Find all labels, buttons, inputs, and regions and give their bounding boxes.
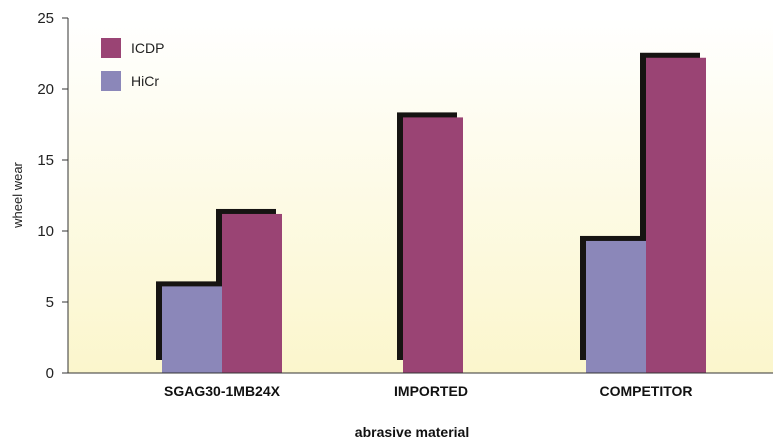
y-tick-label: 25	[37, 10, 54, 27]
legend-swatch-hicr	[101, 71, 121, 91]
y-axis-title: wheel wear	[10, 161, 25, 228]
bar-icdp-2	[646, 57, 706, 373]
y-tick-label: 20	[37, 81, 54, 98]
x-tick-label: COMPETITOR	[599, 383, 692, 399]
legend-label-icdp: ICDP	[131, 40, 164, 56]
legend-label-hicr: HiCr	[131, 73, 159, 89]
bar-hicr-2	[586, 240, 646, 373]
y-tick-label: 0	[46, 365, 54, 382]
legend: ICDP HiCr	[101, 38, 164, 91]
bar-hicr-0	[162, 286, 222, 373]
x-axis-title: abrasive material	[355, 424, 469, 439]
bar-icdp-1	[403, 117, 463, 374]
y-tick-label: 15	[37, 152, 54, 169]
axes-layer: SGAG30-1MB24X IMPORTED COMPETITOR 0 5 10 15 20 2…	[37, 10, 773, 399]
bar-icdp-0	[222, 213, 282, 373]
legend-swatch-icdp	[101, 38, 121, 58]
y-tick-label: 5	[46, 294, 54, 311]
bars-layer	[156, 52, 706, 374]
y-tick-label: 10	[37, 223, 54, 240]
x-tick-label: IMPORTED	[394, 383, 468, 399]
x-tick-label: SGAG30-1MB24X	[164, 383, 281, 399]
